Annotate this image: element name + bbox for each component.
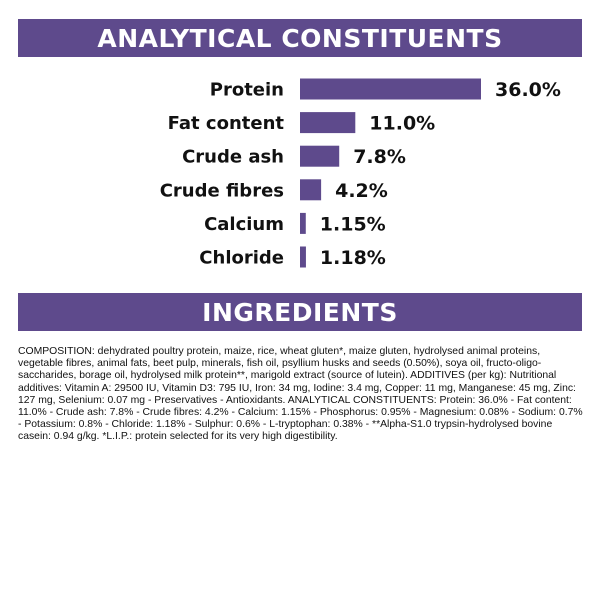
value-label-fat-content: 11.0% bbox=[369, 113, 435, 135]
category-label-protein: Protein bbox=[210, 80, 284, 101]
bar-chloride bbox=[300, 246, 306, 268]
analytical-constituents-title: ANALYTICAL CONSTITUENTS bbox=[97, 23, 503, 53]
category-label-crude-fibres: Crude fibres bbox=[160, 180, 284, 201]
value-label-crude-ash: 7.8% bbox=[353, 146, 406, 168]
category-label-fat-content: Fat content bbox=[168, 113, 285, 134]
value-label-protein: 36.0% bbox=[495, 79, 561, 101]
value-label-chloride: 1.18% bbox=[320, 247, 386, 269]
bar-calcium bbox=[300, 212, 306, 234]
category-label-crude-ash: Crude ash bbox=[182, 147, 284, 168]
category-label-calcium: Calcium bbox=[204, 214, 284, 235]
bar-protein bbox=[300, 78, 481, 100]
analytical-constituents-chart: Protein 36.0% Fat content 11.0% Crude ash 7.8… bbox=[160, 78, 561, 269]
bar-crude-ash bbox=[300, 145, 340, 167]
category-label-chloride: Chloride bbox=[199, 248, 284, 269]
analytical-constituents-banner: ANALYTICAL CONSTITUENTS bbox=[18, 19, 582, 57]
ingredients-title: INGREDIENTS bbox=[202, 297, 398, 327]
ingredients-banner: INGREDIENTS bbox=[18, 293, 582, 331]
bar-fat-content bbox=[300, 112, 356, 134]
ingredients-composition-text: COMPOSITION: dehydrated poultry protein,… bbox=[18, 346, 583, 443]
value-label-calcium: 1.15% bbox=[320, 213, 386, 235]
bar-crude-fibres bbox=[300, 179, 322, 201]
value-label-crude-fibres: 4.2% bbox=[335, 180, 388, 202]
